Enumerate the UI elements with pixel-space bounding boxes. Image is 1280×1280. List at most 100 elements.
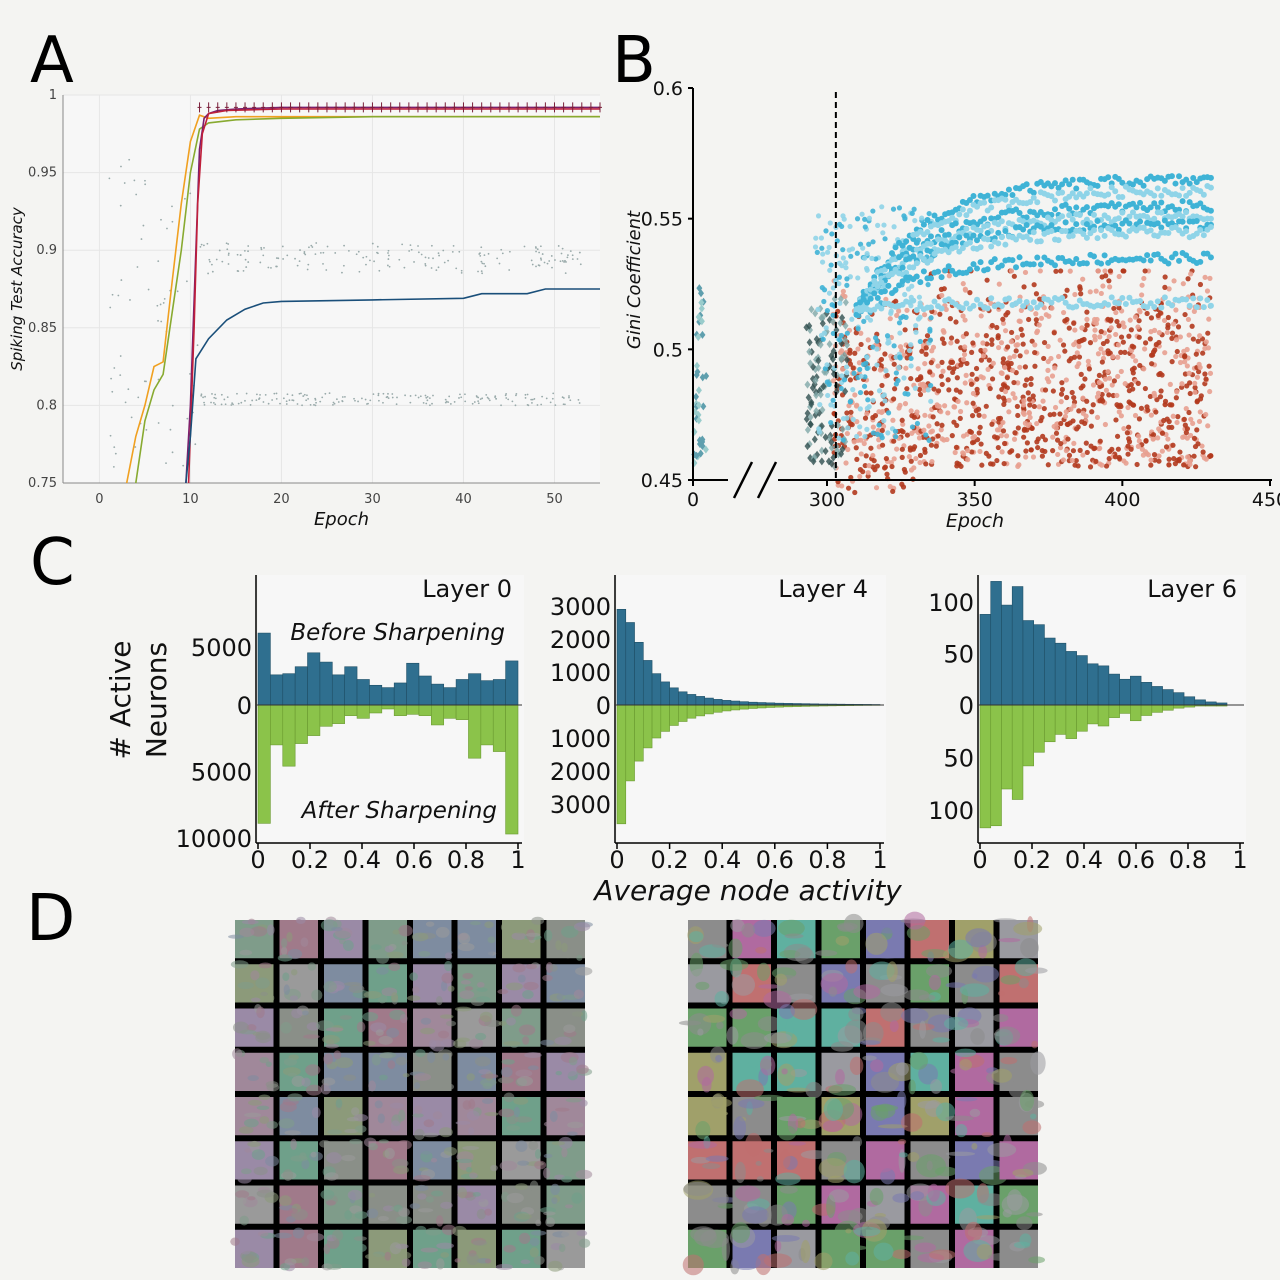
b-blue-dot <box>870 397 876 403</box>
b-blue-dot <box>1168 173 1175 180</box>
b-red-dot <box>971 439 977 445</box>
b-red-dot <box>1102 421 1108 428</box>
b-red-dot <box>870 424 876 430</box>
b-red-dot <box>1184 363 1190 369</box>
b-red-dot <box>913 455 919 462</box>
filter-blob <box>485 1258 492 1264</box>
a-marker <box>197 102 202 113</box>
filter-blob <box>561 942 568 953</box>
b-red-dot <box>837 349 844 356</box>
filter-blob <box>250 970 260 981</box>
b-blue-dot <box>925 387 931 393</box>
c1-bar-after <box>678 704 688 722</box>
filter-blob <box>837 1209 863 1224</box>
b-red-dot <box>939 359 945 365</box>
b-blue-dot <box>1073 185 1080 192</box>
b-blue-dot <box>1207 207 1214 214</box>
a-marker <box>506 102 511 113</box>
a-noise-dot <box>535 250 537 253</box>
a-noise-dot <box>247 245 250 247</box>
filter-blob <box>305 1084 323 1096</box>
b-red-dot <box>1175 414 1181 420</box>
b-blue-dot <box>1207 223 1214 230</box>
filter-blob <box>342 965 352 977</box>
a-noise-dot <box>505 397 508 399</box>
b-red-dot <box>866 463 872 469</box>
b-red-dot <box>1082 420 1088 427</box>
b-diamond <box>697 449 704 458</box>
filter-blob <box>439 1014 454 1019</box>
b-blue-dot <box>959 305 966 312</box>
filter-blob <box>877 1124 908 1129</box>
b-blue-dot <box>938 227 945 234</box>
filter-blob <box>512 963 526 973</box>
b-red-dot <box>927 369 933 375</box>
filter-blob <box>417 1261 432 1269</box>
b-red-dot <box>1064 287 1070 293</box>
b-blue-dot <box>984 266 991 273</box>
b-red-dot <box>1120 339 1126 345</box>
b-red-dot <box>928 429 934 435</box>
b-blue-dot <box>857 424 863 430</box>
a-noise-dot <box>114 452 117 455</box>
b-axis-break <box>732 461 778 499</box>
a-noise-dot <box>458 250 461 253</box>
b-blue-dot <box>1073 303 1080 310</box>
b-red-dot <box>1098 329 1104 335</box>
b-red-dot <box>978 441 984 447</box>
a-noise-dot <box>562 403 565 406</box>
b-red-dot <box>1039 453 1045 459</box>
a-noise-dot <box>242 270 245 272</box>
filter-blob <box>477 981 485 988</box>
b-red-dot <box>926 423 932 429</box>
b-red-dot <box>922 412 928 418</box>
b-blue-dot <box>841 377 848 383</box>
filter-blob <box>849 1056 864 1076</box>
a-noise-dot <box>129 299 131 301</box>
b-red-dot <box>902 327 908 333</box>
filter-blob <box>845 959 858 974</box>
b-red-dot <box>935 363 941 369</box>
filter-blob <box>414 1184 429 1192</box>
filter-blob <box>323 1243 331 1255</box>
filter-blob <box>247 1099 262 1106</box>
b-blue-dot <box>862 255 868 261</box>
c1-bar-before <box>730 700 741 706</box>
filter-blob <box>529 1237 540 1247</box>
c0-bar-before <box>505 660 519 706</box>
b-diamond <box>829 355 836 364</box>
c1-bar-after <box>625 704 635 782</box>
b-red-dot <box>953 387 959 393</box>
b-red-dot <box>1021 411 1027 417</box>
b-red-dot <box>949 433 955 439</box>
a-noise-dot <box>365 263 367 266</box>
a-noise-dot <box>111 293 114 296</box>
b-red-dot <box>939 381 945 388</box>
b-red-dot <box>954 338 960 344</box>
b-blue-dot <box>1002 227 1009 234</box>
a-noise-dot <box>479 254 482 257</box>
filter-blob <box>730 1254 761 1271</box>
b-red-dot <box>1024 377 1030 383</box>
filter-blob <box>710 1190 729 1207</box>
b-red-dot <box>1049 305 1055 311</box>
a-noise-dot <box>566 256 569 259</box>
b-red-dot <box>1095 390 1102 396</box>
c0-bar-before <box>294 666 308 706</box>
c1-bar-after <box>713 704 723 713</box>
c2-ytick-label: 50 <box>943 745 974 773</box>
a-noise-dot <box>221 260 224 263</box>
b-red-dot <box>996 394 1002 400</box>
b-red-dot <box>916 386 923 393</box>
filter-blob <box>466 1110 480 1121</box>
a-noise-dot <box>357 250 360 253</box>
b-red-dot <box>1118 349 1124 355</box>
b-red-dot <box>1063 377 1069 383</box>
filter-blob <box>401 1258 411 1267</box>
b-blue-dot <box>897 330 903 336</box>
filter-blob <box>376 951 390 964</box>
b-red-dot <box>989 341 995 347</box>
b-red-dot <box>1070 448 1077 454</box>
filter-blob <box>431 1190 444 1197</box>
b-red-dot <box>981 413 987 419</box>
